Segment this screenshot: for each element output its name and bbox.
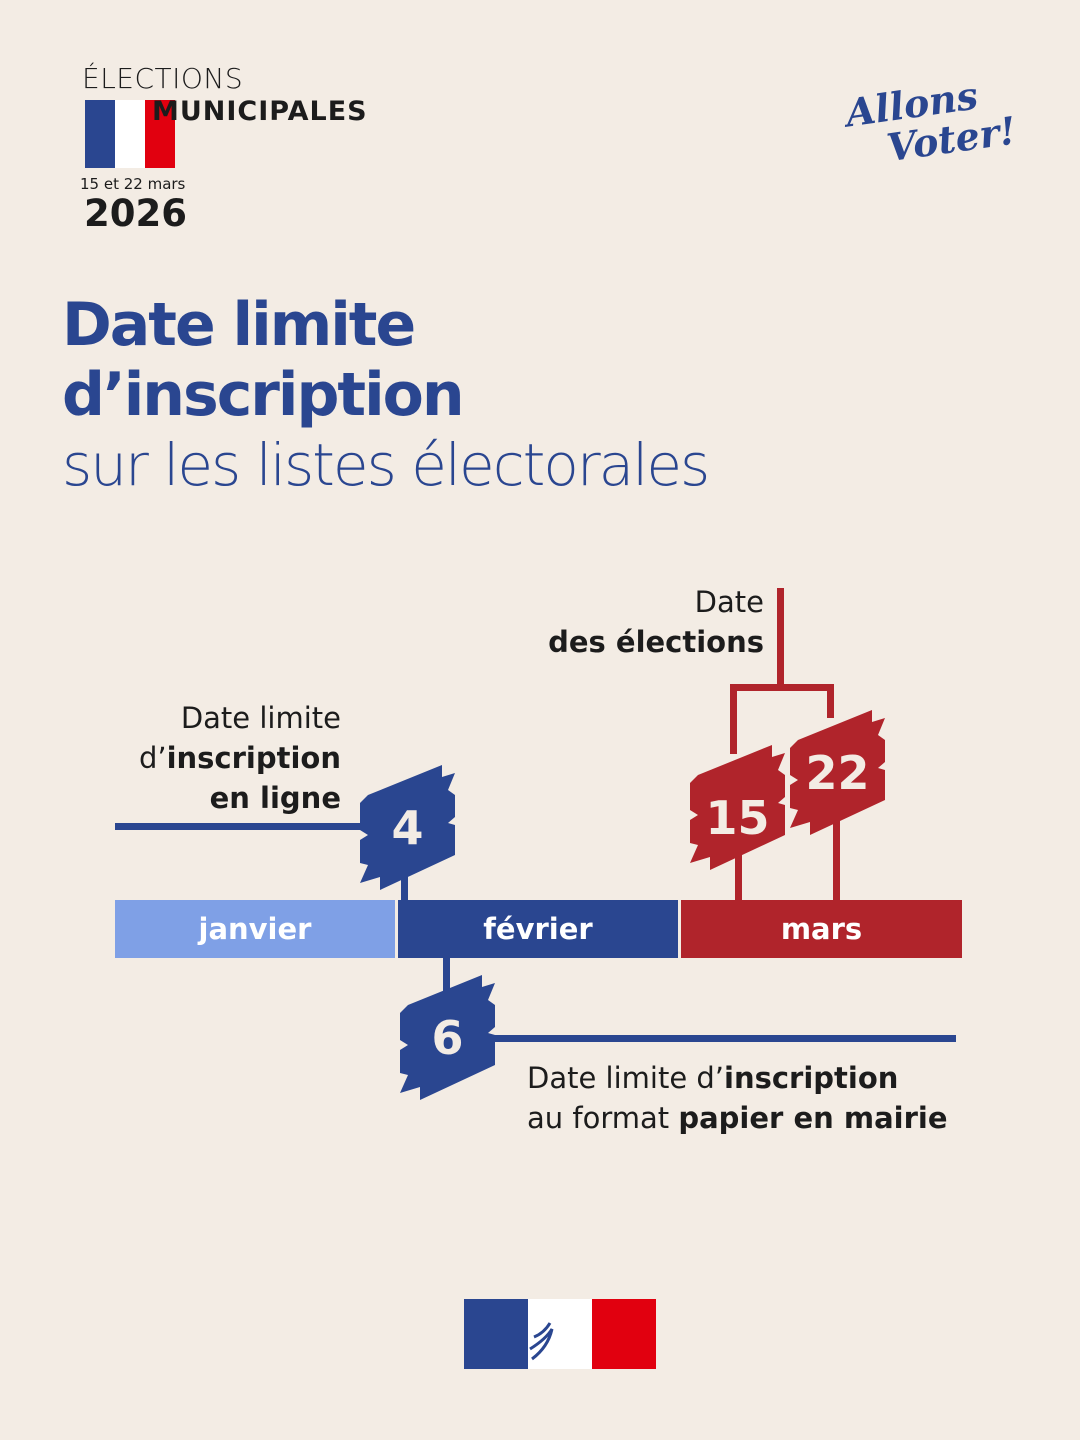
header-elections: ÉLECTIONS: [82, 62, 244, 95]
header-year: 2026: [84, 192, 187, 235]
page-title: Date limite d’inscription sur les listes…: [62, 290, 710, 499]
badge-election-day-1: 15: [690, 745, 785, 870]
elections-label: Date des élections: [548, 585, 764, 659]
badge-election-day-2: 22: [790, 710, 885, 835]
month-mars: mars: [681, 900, 962, 958]
header-municipales: MUNICIPALES: [152, 96, 368, 127]
marianne-logo: [464, 1299, 656, 1369]
paper-deadline-label: Date limite d’inscription au format papi…: [527, 1061, 948, 1135]
badge-paper-day: 6: [400, 975, 495, 1100]
badge-online-day: 4: [360, 765, 455, 890]
online-deadline-label: Date limite d’inscription en ligne: [138, 701, 341, 815]
french-flag-icon: [85, 100, 175, 168]
month-janvier: janvier: [115, 900, 395, 958]
allons-voter-logo: Allons Voter!: [842, 72, 1019, 171]
month-fevrier: février: [398, 900, 678, 958]
header-dates: 15 et 22 mars: [80, 175, 186, 193]
